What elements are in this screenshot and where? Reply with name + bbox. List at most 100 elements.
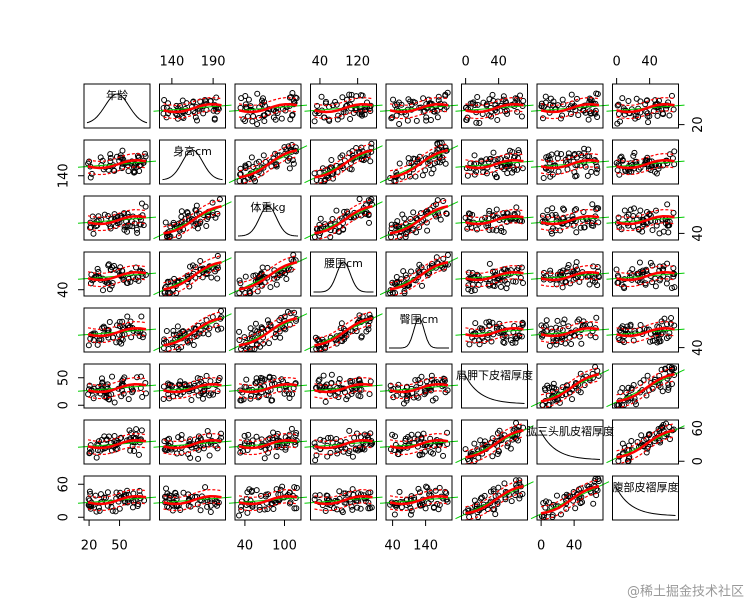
point <box>86 488 93 495</box>
point <box>174 323 181 330</box>
point <box>542 498 549 505</box>
panel <box>606 139 685 185</box>
point <box>568 91 575 98</box>
panel-frame <box>234 195 302 241</box>
point <box>201 388 208 395</box>
point <box>166 395 173 402</box>
panel <box>530 139 610 185</box>
point <box>664 201 671 208</box>
point <box>518 264 525 271</box>
point <box>587 321 594 328</box>
point <box>311 118 318 125</box>
point <box>630 152 637 159</box>
point <box>287 116 294 123</box>
panel <box>530 475 610 521</box>
point <box>399 211 406 218</box>
point <box>591 109 598 116</box>
point <box>127 278 134 285</box>
point <box>652 283 659 290</box>
panel <box>304 363 383 409</box>
point <box>356 196 363 202</box>
point <box>347 116 354 123</box>
panel-frame <box>234 251 302 297</box>
point <box>405 155 412 162</box>
point <box>180 328 187 335</box>
panel-frame <box>83 139 151 185</box>
point <box>214 445 221 452</box>
point <box>418 434 425 441</box>
point <box>586 281 593 288</box>
point <box>197 258 204 265</box>
panel-frame <box>612 139 679 185</box>
y-tick-label: 0 <box>57 513 72 521</box>
point <box>432 487 439 494</box>
panel-frame <box>612 363 679 409</box>
point <box>488 338 495 345</box>
point <box>107 267 114 274</box>
point <box>318 93 325 100</box>
panel <box>606 307 685 353</box>
point <box>477 495 484 502</box>
point <box>361 210 368 217</box>
point <box>548 230 555 237</box>
point <box>393 112 400 119</box>
point <box>316 376 323 383</box>
point <box>216 196 223 203</box>
point <box>359 445 366 452</box>
point <box>293 430 300 437</box>
point <box>208 274 215 281</box>
panel-frame <box>83 307 151 353</box>
panel-frame <box>159 475 226 521</box>
panel-frame <box>461 475 528 521</box>
point <box>489 453 496 460</box>
point <box>547 95 554 102</box>
point <box>338 113 345 120</box>
point <box>119 147 126 154</box>
panel: 年龄 <box>83 83 151 129</box>
point <box>267 284 274 291</box>
panel <box>455 139 534 185</box>
smooth-line <box>238 143 298 172</box>
panel-frame <box>461 139 528 185</box>
smooth-line <box>616 102 675 114</box>
point <box>273 162 280 169</box>
panel-frame <box>612 307 679 353</box>
point <box>268 397 275 404</box>
point <box>570 488 577 495</box>
point <box>666 423 673 430</box>
smooth-line <box>163 102 222 114</box>
panel-frame <box>385 419 453 465</box>
point <box>269 377 276 384</box>
point <box>516 495 523 502</box>
point <box>619 337 626 344</box>
point <box>625 98 632 105</box>
point <box>627 206 634 213</box>
smooth-line <box>314 205 373 235</box>
point <box>121 226 128 233</box>
smooth-line <box>465 485 524 515</box>
y-tick-label: 40 <box>691 339 706 356</box>
smooth-line <box>163 382 222 394</box>
panel-frame <box>461 363 528 409</box>
panel-frame <box>83 251 151 297</box>
point <box>486 96 493 103</box>
point <box>482 214 489 221</box>
point <box>440 452 447 459</box>
point <box>257 374 264 381</box>
point <box>348 503 355 510</box>
point <box>486 207 493 214</box>
point <box>592 107 599 114</box>
point <box>236 328 243 335</box>
panel <box>455 251 534 297</box>
point <box>273 486 280 493</box>
smooth-line <box>238 268 298 297</box>
panel-frame <box>159 307 226 353</box>
point <box>393 273 400 280</box>
panel-frame <box>83 195 151 241</box>
point <box>244 113 251 120</box>
point <box>627 323 634 330</box>
point <box>422 389 429 396</box>
point <box>95 213 102 220</box>
y-tick-label: 20 <box>691 116 706 133</box>
point <box>359 92 366 99</box>
